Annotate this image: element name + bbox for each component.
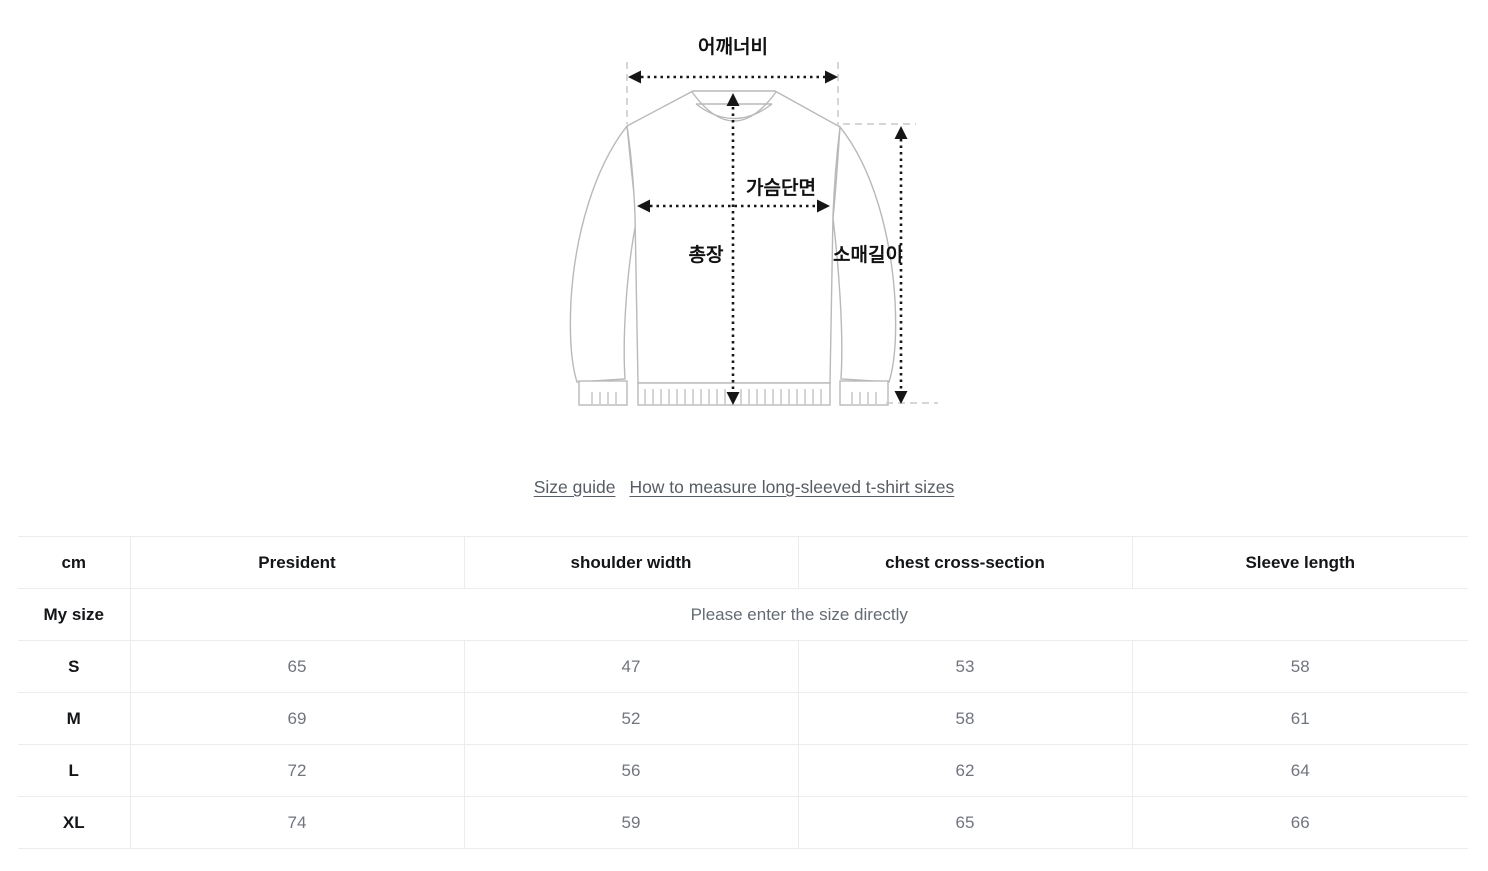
- xl-chest: 65: [797, 796, 1133, 849]
- s-chest: 53: [797, 640, 1133, 693]
- guide-lines: [626, 62, 938, 404]
- size-table: cm President shoulder width chest cross-…: [18, 536, 1468, 849]
- size-guide-link[interactable]: Size guide: [533, 477, 616, 497]
- shoulder-width-label: 어깨너비: [698, 36, 768, 58]
- m-president: 69: [129, 692, 465, 745]
- size-table-header-row: cm President shoulder width chest cross-…: [18, 536, 1468, 589]
- m-chest: 58: [797, 692, 1133, 745]
- table-row-l: L 72 56 62 64: [18, 744, 1468, 797]
- xl-president: 74: [129, 796, 465, 849]
- xl-shoulder-width: 59: [463, 796, 799, 849]
- l-president: 72: [129, 744, 465, 797]
- my-size-label: My size: [18, 588, 131, 641]
- col-header-chest-cross-section: chest cross-section: [797, 536, 1133, 589]
- size-guide-page: 어깨너비 가슴단면 총장 소매길이 Size guide How to meas…: [0, 0, 1488, 849]
- col-header-cm: cm: [18, 536, 131, 589]
- col-header-president: President: [129, 536, 465, 589]
- shoulder-width-measure: [628, 70, 838, 84]
- size-label-xl: XL: [18, 796, 131, 849]
- table-row-xl: XL 74 59 65 66: [18, 796, 1468, 849]
- chest-measure: [637, 199, 830, 213]
- length-label: 총장: [689, 244, 724, 266]
- sweater-hem-and-cuffs: [578, 380, 889, 406]
- size-label-l: L: [18, 744, 131, 797]
- col-header-shoulder-width: shoulder width: [463, 536, 799, 589]
- sleeve-length-label: 소매길이: [833, 244, 903, 266]
- my-size-input-cell[interactable]: Please enter the size directly: [129, 588, 1468, 641]
- sleeve-length-measure: [894, 126, 908, 404]
- s-president: 65: [129, 640, 465, 693]
- table-row-s: S 65 47 53 58: [18, 640, 1468, 693]
- tshirt-measure-diagram: 어깨너비 가슴단면 총장 소매길이: [0, 0, 1488, 432]
- size-links-row: Size guide How to measure long-sleeved t…: [0, 477, 1488, 498]
- s-sleeve-length: 58: [1131, 640, 1468, 693]
- how-to-measure-link[interactable]: How to measure long-sleeved t-shirt size…: [629, 477, 955, 497]
- chest-label: 가슴단면: [746, 177, 816, 199]
- sweater-sleeves: [569, 124, 897, 383]
- l-chest: 62: [797, 744, 1133, 797]
- size-label-s: S: [18, 640, 131, 693]
- m-shoulder-width: 52: [463, 692, 799, 745]
- sweater-diagram-svg: 어깨너비 가슴단면 총장 소매길이: [569, 36, 938, 406]
- size-label-m: M: [18, 692, 131, 745]
- l-shoulder-width: 56: [463, 744, 799, 797]
- xl-sleeve-length: 66: [1131, 796, 1468, 849]
- length-measure: [726, 93, 740, 405]
- table-row-m: M 69 52 58 61: [18, 692, 1468, 745]
- my-size-row: My size Please enter the size directly: [18, 588, 1468, 641]
- m-sleeve-length: 61: [1131, 692, 1468, 745]
- col-header-sleeve-length: Sleeve length: [1131, 536, 1468, 589]
- l-sleeve-length: 64: [1131, 744, 1468, 797]
- s-shoulder-width: 47: [463, 640, 799, 693]
